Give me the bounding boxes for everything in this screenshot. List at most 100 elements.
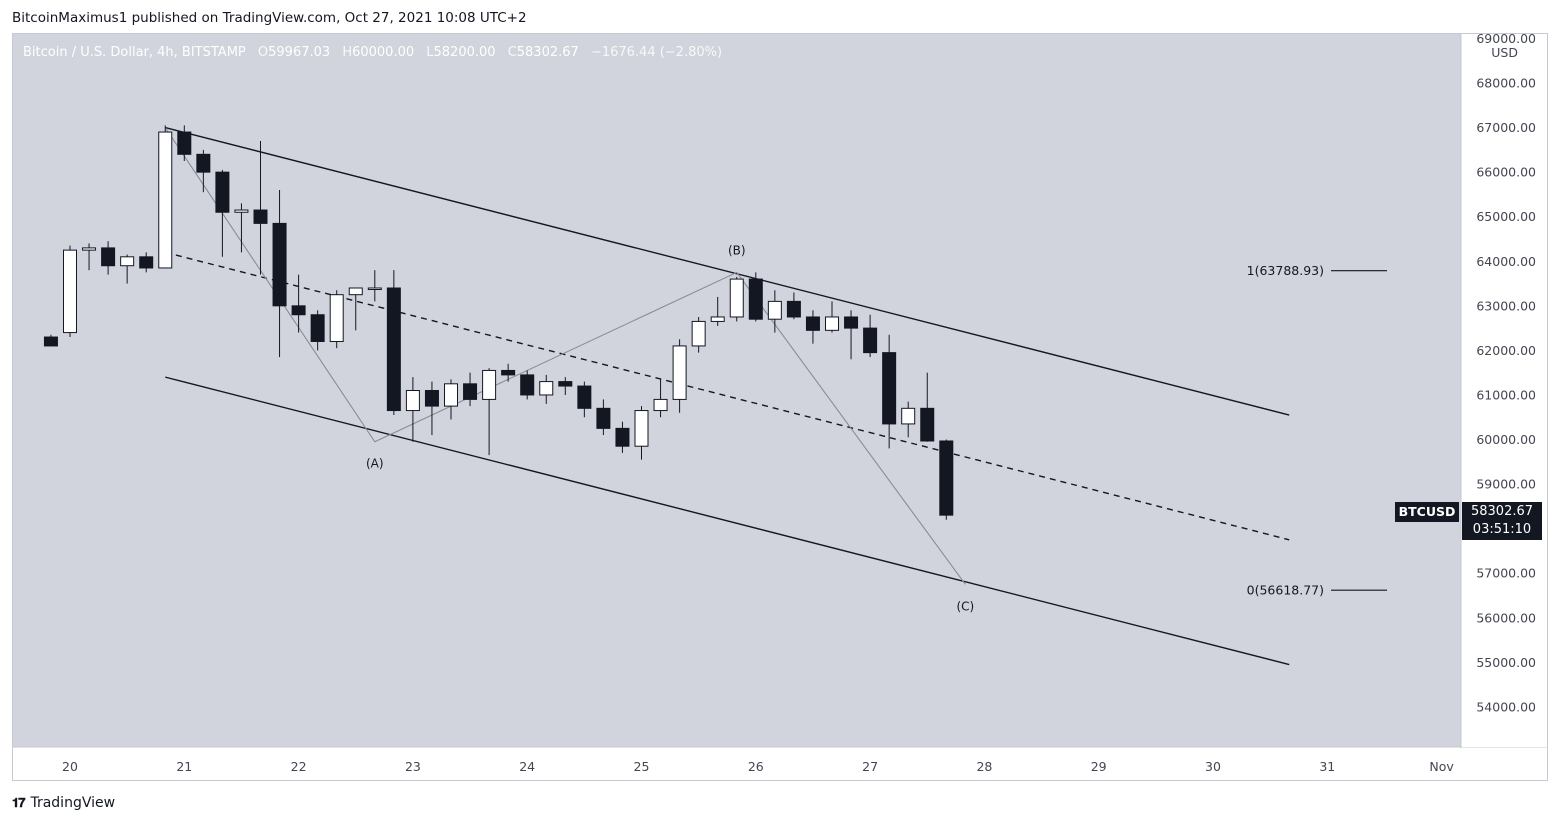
candle-body	[463, 383, 478, 400]
candle	[253, 140, 268, 275]
fib-level-label: 0(56618.77)	[1247, 583, 1324, 598]
candle	[558, 377, 573, 395]
date-tick-label: 29	[1091, 759, 1107, 774]
candle-body	[825, 316, 839, 331]
candle-body	[272, 222, 287, 307]
candle-body	[120, 256, 135, 267]
candle	[196, 149, 211, 193]
date-tick-label: 25	[634, 759, 650, 774]
date-tick-label: Nov	[1429, 759, 1454, 774]
candle-body	[291, 305, 306, 316]
price-tick-label: 56000.00	[1476, 610, 1536, 625]
date-tick-label: 30	[1205, 759, 1221, 774]
candle	[786, 292, 801, 320]
candle	[634, 406, 649, 460]
legend-symbol: Bitcoin / U.S. Dollar, 4h, BITSTAMP	[23, 45, 246, 60]
candle	[520, 370, 535, 400]
candle-body	[539, 381, 554, 396]
price-tick-label: 63000.00	[1476, 298, 1536, 313]
fib-level-label: 1(63788.93)	[1247, 263, 1324, 278]
candle-body	[329, 294, 344, 342]
candle	[863, 314, 878, 358]
candle-body	[653, 398, 668, 412]
wave-path: (A) (B) (C)	[164, 127, 974, 613]
price-axis-bg	[1462, 34, 1547, 747]
candle	[939, 439, 954, 520]
price-tick-label: 60000.00	[1476, 432, 1536, 447]
channel-lower-line	[165, 376, 1290, 666]
publish-line: BitcoinMaximus1 published on TradingView…	[12, 10, 527, 26]
candle	[291, 274, 306, 333]
legend-high-value: 60000.00	[352, 45, 415, 60]
price-tick-label: 54000.00	[1476, 699, 1536, 714]
legend-open-value: 59967.03	[268, 45, 331, 60]
candle-body	[710, 316, 725, 322]
candle	[615, 421, 630, 453]
candle	[348, 287, 363, 331]
candle	[329, 290, 344, 349]
candle-body	[177, 131, 192, 155]
candle-body	[158, 131, 173, 269]
candle	[729, 276, 744, 322]
price-tick-label: 57000.00	[1476, 566, 1536, 581]
candle-body	[367, 287, 382, 291]
candle-body	[634, 410, 649, 447]
candle-body	[386, 287, 401, 412]
candle	[158, 125, 173, 269]
price-tick-label: 65000.00	[1476, 209, 1536, 224]
candle-body	[101, 247, 116, 267]
candle	[82, 243, 97, 271]
candle	[691, 316, 706, 353]
candle	[672, 339, 687, 413]
price-tick-label: 68000.00	[1476, 76, 1536, 91]
candle-body	[43, 336, 58, 347]
candle	[482, 368, 497, 456]
last-price-badge: 58302.67 03:51:10	[1462, 502, 1542, 540]
time-axis: 20 21 22 23 24 25 26 27 28 29 30 31 Nov	[13, 748, 1547, 780]
ohlc-legend: Bitcoin / U.S. Dollar, 4h, BITSTAMP O599…	[23, 45, 722, 60]
candle-body	[234, 209, 249, 213]
candle-body	[786, 300, 801, 318]
candle-body	[939, 440, 954, 516]
price-tick-label: 66000.00	[1476, 165, 1536, 180]
wave-label-c: (C)	[956, 599, 974, 613]
candle-body	[196, 153, 211, 173]
price-axis: 54000.0055000.0056000.0057000.0058000.00…	[1462, 31, 1547, 747]
wave-label-b: (B)	[728, 243, 746, 257]
legend-open-label: O	[257, 45, 269, 60]
candle-body	[615, 427, 630, 447]
price-tick-label: 67000.00	[1476, 120, 1536, 135]
legend-high-label: H	[342, 45, 353, 60]
candle-body	[691, 320, 706, 347]
footer-brand[interactable]: TradingView	[30, 795, 116, 811]
candle-body	[482, 369, 497, 400]
candle-body	[920, 407, 935, 442]
legend-close-label: C	[507, 45, 517, 60]
price-tick-label: 59000.00	[1476, 477, 1536, 492]
candle	[805, 310, 820, 344]
candle-body	[805, 316, 820, 331]
price-tick-label: 64000.00	[1476, 254, 1536, 269]
legend-close-value: 58302.67	[516, 45, 579, 60]
candle	[43, 334, 58, 347]
candle	[748, 272, 763, 322]
date-tick-label: 20	[62, 759, 78, 774]
symbol-badge: BTCUSD	[1395, 502, 1459, 522]
legend-change: −1676.44 (−2.80%)	[590, 45, 723, 60]
fib-levels: 1(63788.93) 0(56618.77)	[1247, 263, 1387, 598]
candle-body	[863, 327, 878, 354]
wave-line	[164, 127, 966, 585]
candles	[43, 125, 954, 520]
candle	[577, 381, 592, 418]
date-tick-label: 27	[862, 759, 878, 774]
candle	[215, 169, 230, 257]
candle	[653, 379, 668, 418]
candle-body	[520, 374, 535, 396]
candle-body	[253, 209, 268, 224]
candle-body	[310, 314, 325, 342]
candle	[177, 125, 192, 162]
channel-lines	[165, 126, 1290, 666]
time-axis-bg	[13, 748, 1547, 780]
tradingview-logo-icon[interactable]: 𝟏𝟕	[12, 795, 26, 811]
